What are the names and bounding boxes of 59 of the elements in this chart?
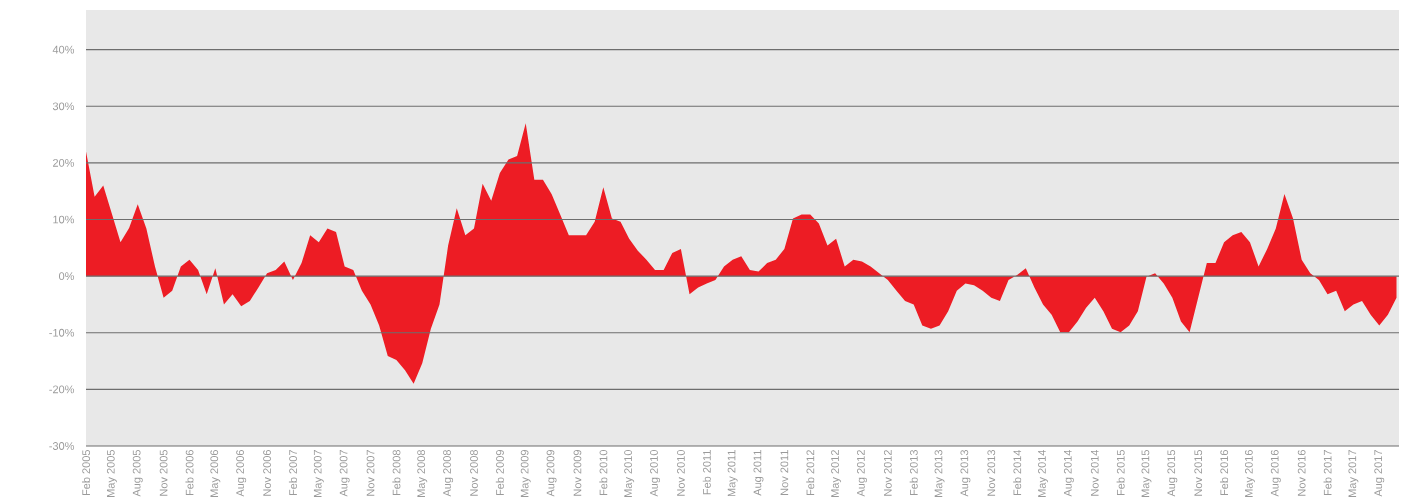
x-tick-label: May 2005 <box>106 450 117 497</box>
x-tick-label: Nov 2010 <box>677 449 685 496</box>
x-tick-label: Aug 2017 <box>1374 450 1385 497</box>
x-tick-label: Nov 2012 <box>883 450 892 496</box>
x-tick-label: Aug 2016 <box>1270 450 1281 497</box>
y-tick-label: 30% <box>52 102 75 111</box>
x-tick-label: Nov 2013 <box>987 450 996 496</box>
x-tick-label: Aug 2009 <box>546 450 557 497</box>
x-tick-label: Feb 2017 <box>1323 450 1332 496</box>
x-tick-label: Aug 2013 <box>960 450 971 497</box>
y-tick-label: -10% <box>49 328 75 337</box>
x-tick-label: Nov 2006 <box>263 450 271 496</box>
x-tick-label: May 2011 <box>727 450 738 497</box>
x-tick-label: Aug 2010 <box>650 449 661 497</box>
x-tick-label: Aug 2011 <box>753 450 764 496</box>
x-tick-label: Feb 2007 <box>288 450 297 496</box>
y-tick-label: 0% <box>59 272 75 281</box>
x-tick-label: Feb 2015 <box>1116 450 1125 496</box>
y-tick-label: 10% <box>53 215 75 224</box>
x-tick-label: Nov 2014 <box>1090 449 1099 496</box>
x-tick-label: Feb 2008 <box>392 450 401 496</box>
x-tick-label: Aug 2007 <box>339 450 350 497</box>
x-tick-label: May 2007 <box>313 450 324 497</box>
x-tick-label: Nov 2005 <box>159 450 168 496</box>
x-tick-label: Aug 2015 <box>1167 450 1178 497</box>
x-tick-label: Feb 2016 <box>1220 450 1229 496</box>
x-tick-label: May 2015 <box>1141 450 1152 497</box>
x-tick-label: Feb 2005 <box>81 450 91 496</box>
x-tick-label: May 2009 <box>520 450 531 497</box>
x-tick-label: Nov 2015 <box>1194 450 1203 496</box>
y-tick-label: -30% <box>49 442 75 450</box>
x-tick-label: Aug 2006 <box>236 450 247 497</box>
x-tick-label: Aug 2008 <box>443 450 454 497</box>
x-tick-label: Feb 2006 <box>185 450 194 496</box>
x-tick-label: Nov 2011 <box>780 450 789 495</box>
x-tick-label: Feb 2014 <box>1013 449 1022 496</box>
y-tick-label: 40% <box>52 45 75 54</box>
x-tick-label: Feb 2011 <box>702 450 711 495</box>
x-tick-label: Nov 2016 <box>1297 450 1306 496</box>
x-tick-label: May 2017 <box>1348 450 1359 497</box>
x-tick-label: May 2006 <box>210 450 221 497</box>
x-tick-label: Aug 2014 <box>1063 449 1074 497</box>
y-tick-label: 20% <box>53 159 75 167</box>
x-tick-label: May 2014 <box>1038 449 1048 497</box>
x-tick-label: May 2010 <box>624 449 635 497</box>
x-tick-label: Nov 2008 <box>470 450 478 496</box>
x-tick-label: May 2013 <box>934 450 945 497</box>
x-tick-label: May 2012 <box>831 450 842 497</box>
x-tick-label: Feb 2012 <box>806 450 815 496</box>
x-tick-label: Nov 2007 <box>366 450 375 496</box>
x-tick-label: May 2008 <box>417 450 428 497</box>
x-tick-label: Feb 2009 <box>495 450 504 496</box>
x-tick-label: Feb 2010 <box>599 449 608 496</box>
x-tick-label: Feb 2013 <box>909 450 918 496</box>
x-tick-label: Aug 2005 <box>132 450 143 497</box>
x-tick-label: Aug 2012 <box>856 450 867 497</box>
x-tick-label: May 2016 <box>1244 450 1255 497</box>
x-tick-label: Nov 2009 <box>573 450 582 496</box>
y-tick-label: -20% <box>49 385 75 394</box>
